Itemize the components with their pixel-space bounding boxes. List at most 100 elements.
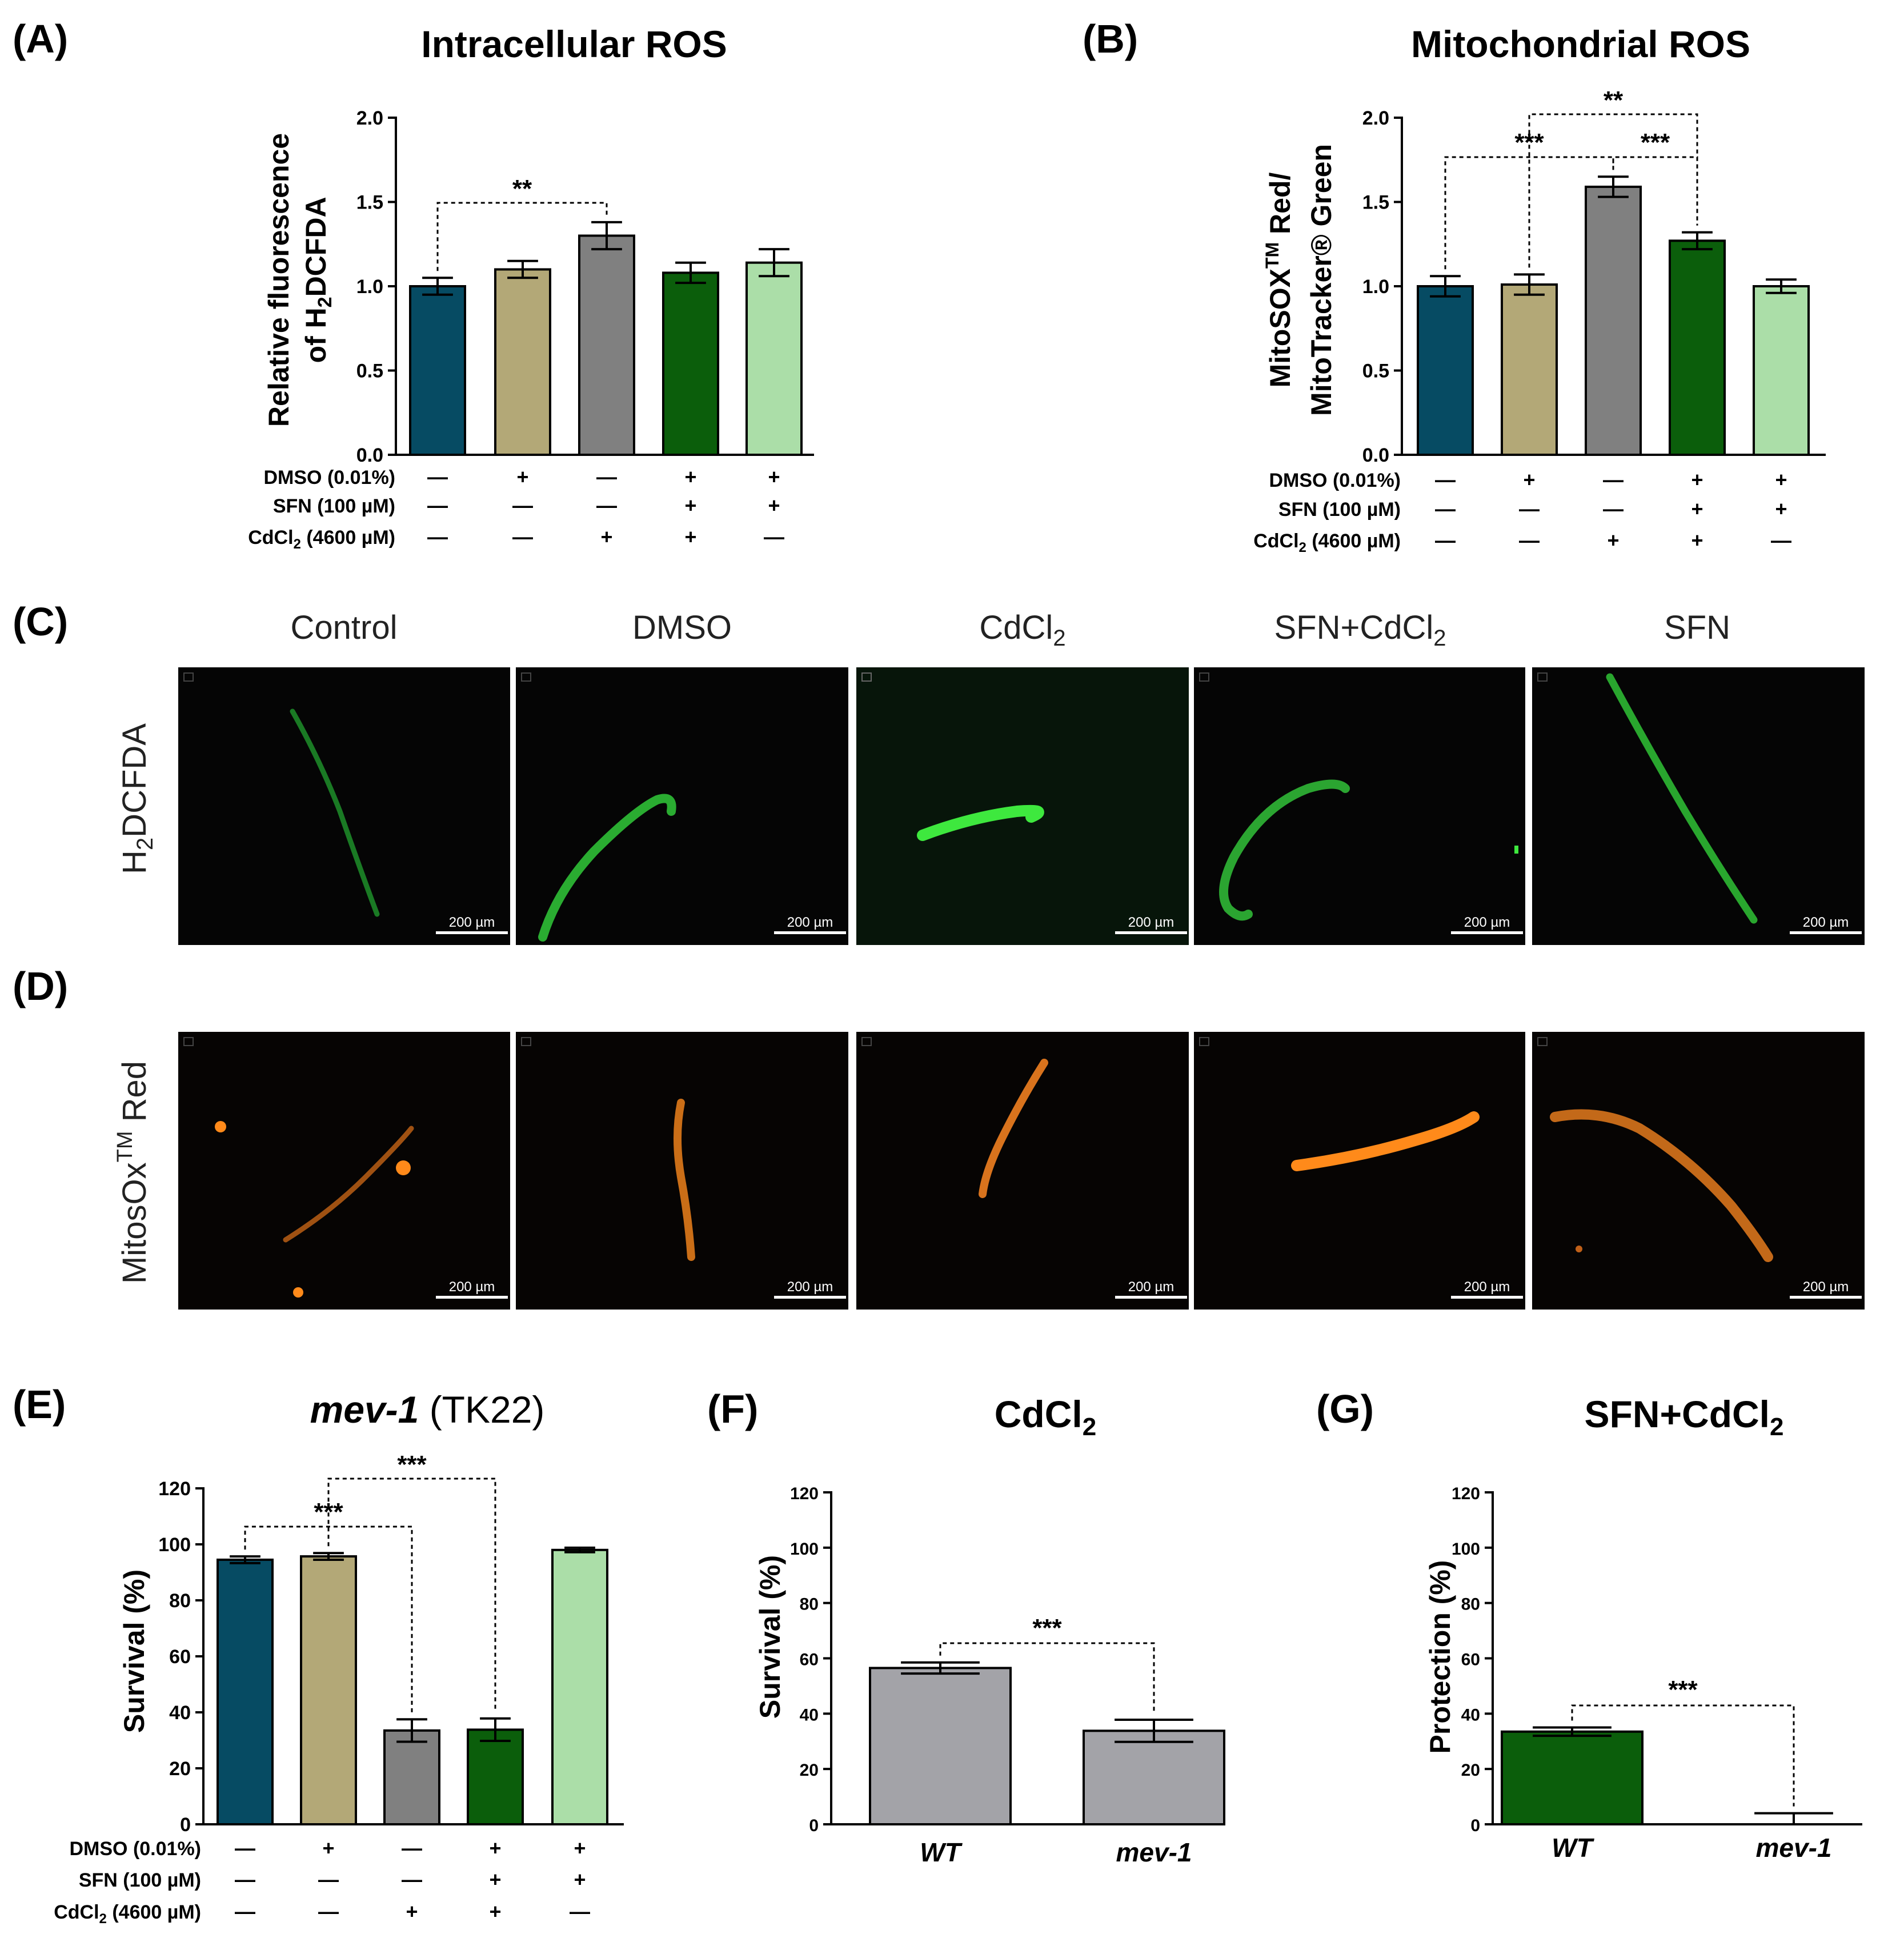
treatment-row-label-a: CdCl2 (4600 µM)	[248, 527, 395, 552]
treatment-row-label-b: DMSO (0.01%)	[1269, 470, 1401, 491]
y-tick-label-a: 2.0	[356, 107, 383, 129]
scale-bar-label: 200 µm	[1803, 915, 1849, 930]
panel-label-a: (A)	[13, 17, 68, 61]
treatment-mark-e: —	[318, 1868, 339, 1891]
worm-shape	[1606, 673, 1758, 924]
scale-bar-label: 200 µm	[1128, 1279, 1175, 1295]
bar-b-2	[1585, 185, 1642, 456]
bar-a-4	[745, 261, 803, 456]
x-category-label-g: WT	[1552, 1833, 1594, 1863]
y-tick-label-f: 40	[800, 1705, 819, 1724]
bar-b-1	[1501, 283, 1558, 456]
y-tick-label-g: 100	[1452, 1540, 1480, 1559]
row-label-mitosox: MitosOxTM Red	[113, 1061, 153, 1284]
micrograph-mitosox-control: 200 µm	[178, 1032, 510, 1310]
treatment-row-label-e: SFN (100 µM)	[79, 1869, 201, 1891]
treatment-mark-a: —	[764, 525, 784, 548]
scale-bar-label: 200 µm	[449, 1279, 495, 1295]
chart-title-f: CdCl2	[995, 1393, 1096, 1441]
significance-label-b: **	[1604, 86, 1624, 114]
significance-bracket-b	[1528, 113, 1698, 268]
significance-label-g: ***	[1668, 1676, 1698, 1704]
y-axis-label-g: Protection (%)	[1424, 1560, 1456, 1754]
micrograph-h2dcfda-dmso: 200 µm	[516, 667, 848, 945]
treatment-mark-a: —	[596, 465, 617, 488]
y-tick-label-e: 20	[169, 1758, 191, 1780]
y-tick-label-a: 1.5	[356, 192, 383, 214]
worm-shape	[674, 1099, 695, 1261]
bar-a-2	[578, 234, 635, 456]
treatment-mark-b: +	[1691, 528, 1703, 552]
bar-a-3	[662, 271, 719, 456]
scale-bar	[436, 931, 508, 934]
x-category-label-f: mev-1	[1116, 1837, 1192, 1867]
worm-shape	[1550, 1109, 1773, 1262]
treatment-mark-b: —	[1603, 497, 1624, 520]
y-tick-label-e: 100	[158, 1534, 191, 1556]
scale-bar	[1115, 931, 1187, 934]
treatment-mark-e: +	[406, 1900, 418, 1923]
x-category-label-g: mev-1	[1756, 1833, 1832, 1863]
treatment-mark-a: +	[684, 465, 696, 488]
treatment-mark-e: —	[402, 1868, 422, 1891]
micrograph-mitosox-sfn: 200 µm	[1532, 1032, 1865, 1310]
chart-title-g: SFN+CdCl2	[1584, 1393, 1783, 1441]
column-title-cdcl2: CdCl2	[979, 609, 1065, 651]
treatment-mark-e: —	[235, 1836, 255, 1860]
bar-e-2	[383, 1729, 440, 1826]
scale-bar	[436, 1296, 508, 1299]
y-tick-label-g: 20	[1461, 1761, 1480, 1780]
scale-bar-label: 200 µm	[1803, 1279, 1849, 1295]
worm-shape	[979, 1059, 1048, 1198]
treatment-mark-e: —	[570, 1900, 590, 1923]
worm-shape	[1219, 779, 1350, 921]
treatment-mark-b: —	[1435, 497, 1456, 520]
y-axis-label-f: Survival (%)	[754, 1555, 786, 1719]
panel-label-e: (E)	[13, 1382, 66, 1427]
scale-bar-label: 200 µm	[1464, 915, 1510, 930]
chart-title-e: mev-1 (TK22)	[310, 1388, 545, 1431]
y-tick-label-e: 80	[169, 1590, 191, 1612]
treatment-row-label-e: DMSO (0.01%)	[70, 1838, 202, 1860]
significance-bracket-g	[1571, 1704, 1795, 1807]
treatment-mark-b: —	[1519, 497, 1540, 520]
significance-label-b: ***	[1641, 129, 1670, 157]
significance-label-e: ***	[397, 1451, 427, 1479]
y-tick-label-f: 120	[790, 1484, 819, 1503]
bar-b-0	[1417, 285, 1474, 456]
treatment-mark-a: +	[684, 494, 696, 517]
scale-bar	[1451, 931, 1523, 934]
bar-b-4	[1753, 285, 1810, 456]
treatment-mark-b: —	[1771, 528, 1791, 552]
bar-f-0	[869, 1667, 1012, 1825]
panel-label-f: (F)	[707, 1387, 758, 1431]
treatment-mark-a: +	[516, 465, 528, 488]
bar-g-0	[1501, 1730, 1644, 1826]
treatment-mark-e: +	[489, 1900, 501, 1923]
treatment-mark-b: —	[1435, 528, 1456, 552]
bar-a-1	[494, 268, 551, 456]
treatment-row-label-a: SFN (100 µM)	[273, 495, 395, 517]
treatment-mark-a: +	[768, 494, 780, 517]
bar-b-3	[1669, 239, 1726, 456]
scale-bar	[1451, 1296, 1523, 1299]
y-axis-label-e: Survival (%)	[118, 1569, 150, 1733]
scale-bar-label: 200 µm	[787, 1279, 833, 1295]
y-tick-label-a: 0.0	[356, 445, 383, 466]
bar-e-3	[467, 1728, 524, 1825]
y-tick-label-a: 0.5	[356, 361, 383, 382]
scale-bar-label: 200 µm	[449, 915, 495, 930]
y-tick-label-g: 120	[1452, 1484, 1480, 1503]
scale-bar	[1790, 931, 1862, 934]
scale-bar-label: 200 µm	[787, 915, 833, 930]
treatment-mark-a: +	[684, 525, 696, 548]
column-title-dmso: DMSO	[632, 609, 732, 646]
treatment-mark-a: +	[600, 525, 612, 548]
y-tick-label-g: 40	[1461, 1705, 1480, 1724]
treatment-mark-b: +	[1523, 468, 1535, 491]
scale-bar	[1115, 1296, 1187, 1299]
y-tick-label-e: 0	[180, 1814, 191, 1836]
treatment-mark-e: +	[322, 1836, 334, 1860]
significance-bracket-b	[1612, 156, 1698, 226]
